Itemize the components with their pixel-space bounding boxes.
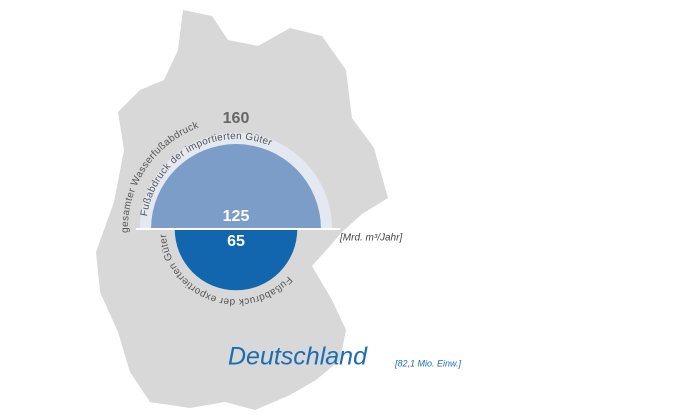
value-label: 125 <box>223 208 250 225</box>
unit-label: [Mrd. m³/Jahr] <box>339 233 402 244</box>
value-label: 160 <box>223 110 250 127</box>
chart-title: Deutschland <box>228 343 368 371</box>
semicircle <box>151 144 321 229</box>
chart-subtitle: [82,1 Mio. Einw.] <box>394 358 462 368</box>
semicircle <box>174 229 298 291</box>
value-label: 65 <box>227 233 245 250</box>
